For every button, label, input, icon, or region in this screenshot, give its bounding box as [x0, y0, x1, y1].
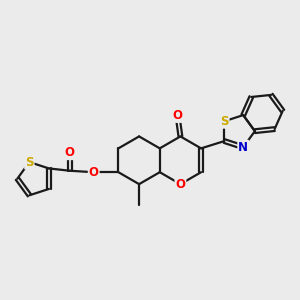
- Text: S: S: [220, 115, 229, 128]
- Text: O: O: [65, 146, 75, 159]
- Text: S: S: [25, 156, 34, 169]
- Text: O: O: [89, 166, 99, 179]
- Text: O: O: [172, 109, 182, 122]
- Text: O: O: [176, 178, 185, 190]
- Text: N: N: [238, 141, 248, 154]
